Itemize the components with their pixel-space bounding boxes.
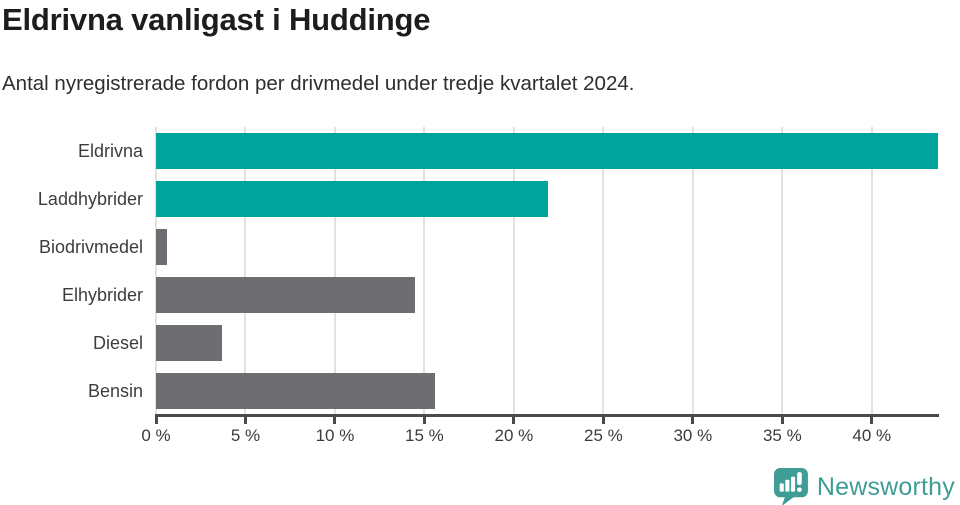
ticklabel-20: 20 % xyxy=(494,426,534,445)
gridline-35 xyxy=(781,127,784,415)
tickmark-0 xyxy=(154,417,158,424)
gridline-0 xyxy=(155,127,157,415)
bar-elhybrider xyxy=(156,277,416,313)
tickmark-20 xyxy=(512,417,516,424)
bar-biodrivmedel xyxy=(156,229,167,265)
chart-subtitle: Antal nyregistrerade fordon per drivmede… xyxy=(2,72,635,95)
category-label-elhybrider: Elhybrider xyxy=(61,284,143,305)
ticklabel-15: 15 % xyxy=(405,426,444,445)
chart-title: Eldrivna vanligast i Huddinge xyxy=(2,2,431,37)
logo-bar-2 xyxy=(785,479,790,492)
category-label-biodrivmedel: Biodrivmedel xyxy=(38,236,143,257)
logo-exclamation-dot xyxy=(796,487,802,492)
category-label-laddhybrider: Laddhybrider xyxy=(37,188,143,209)
gridline-25 xyxy=(602,127,605,415)
gridline-40 xyxy=(870,127,873,415)
category-label-eldrivna: Eldrivna xyxy=(77,140,143,161)
x-axis-line xyxy=(155,414,939,417)
brand-name: Newsworthy xyxy=(816,472,955,501)
brand-footer: Newsworthy xyxy=(773,468,955,505)
tickmark-5 xyxy=(243,417,247,424)
gridline-10 xyxy=(333,127,336,415)
logo-bar-3 xyxy=(790,476,795,492)
ticklabel-35: 35 % xyxy=(762,426,802,445)
logo-bar-1 xyxy=(779,483,784,492)
ticklabel-40: 40 % xyxy=(852,426,892,445)
newsworthy-logo-icon xyxy=(773,468,808,505)
bar-bensin xyxy=(156,373,436,409)
tickmark-10 xyxy=(333,417,337,424)
gridline-20 xyxy=(512,127,515,415)
tickmark-25 xyxy=(601,417,605,424)
bar-diesel xyxy=(156,325,223,361)
bar-laddhybrider xyxy=(156,181,548,217)
tickmark-15 xyxy=(422,417,426,424)
logo-exclamation-bar xyxy=(796,472,802,485)
tickmark-30 xyxy=(691,417,695,424)
ticklabel-30: 30 % xyxy=(673,426,713,445)
ticklabel-10: 10 % xyxy=(315,426,355,445)
category-label-bensin: Bensin xyxy=(87,380,143,401)
tickmark-40 xyxy=(870,417,874,424)
gridline-15 xyxy=(423,127,426,415)
category-label-diesel: Diesel xyxy=(92,332,143,353)
tickmark-35 xyxy=(780,417,784,424)
gridline-30 xyxy=(691,127,694,415)
gridline-5 xyxy=(244,127,247,415)
ticklabel-0: 0 % xyxy=(141,426,171,445)
ticklabel-25: 25 % xyxy=(583,426,623,445)
ticklabel-5: 5 % xyxy=(230,426,261,445)
bar-eldrivna xyxy=(156,133,938,169)
